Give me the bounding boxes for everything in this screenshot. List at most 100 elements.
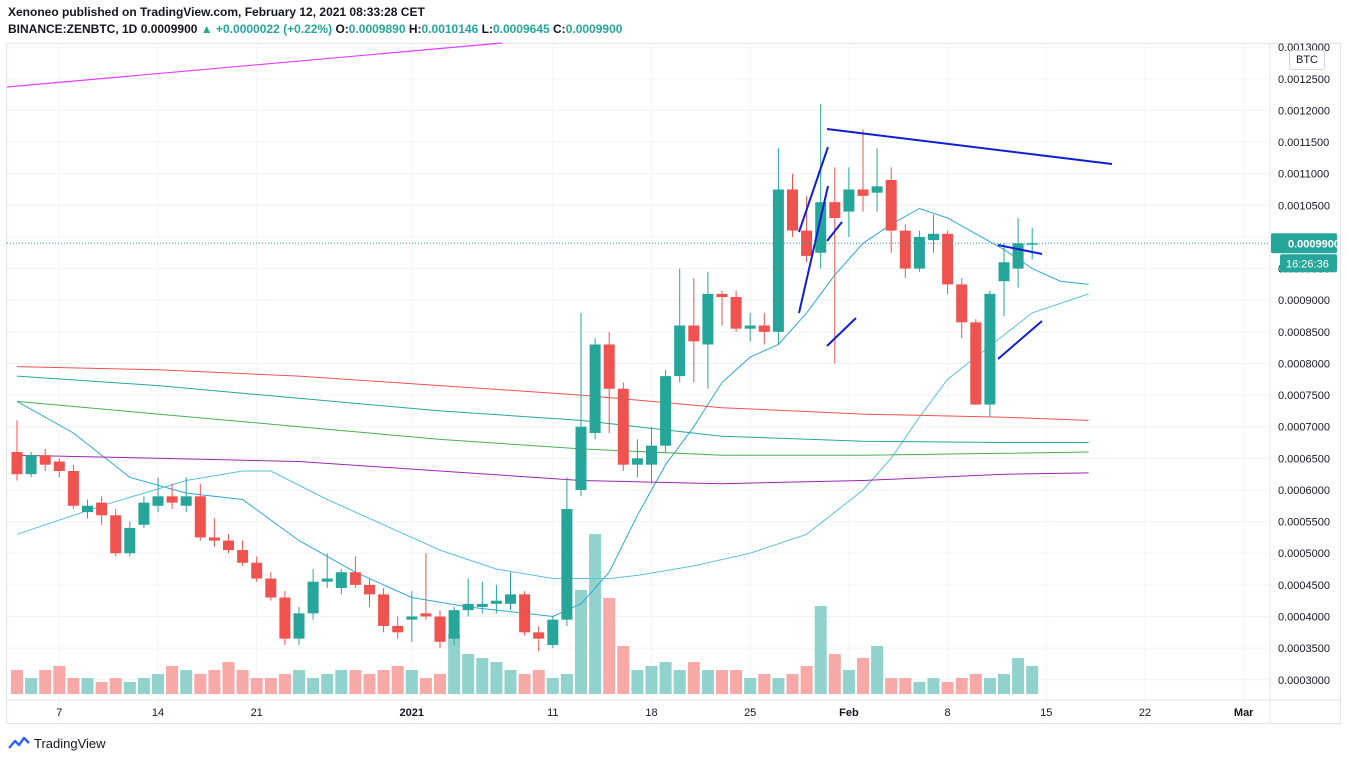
- candle-body: [871, 186, 883, 193]
- symbol-label[interactable]: BINANCE:ZENBTC, 1D: [8, 22, 138, 36]
- candle-body: [519, 594, 531, 633]
- candle-body: [899, 230, 911, 269]
- candle-body: [378, 594, 390, 626]
- candle-body: [575, 426, 587, 490]
- volume-bar: [236, 670, 249, 694]
- candle-body: [293, 613, 305, 639]
- candle-body: [533, 632, 545, 639]
- candle-body: [223, 540, 234, 551]
- volume-bar: [645, 666, 658, 694]
- arrow-up-icon: ▲: [200, 22, 213, 36]
- price-tick-label: 0.0011500: [1278, 137, 1329, 149]
- candle-body: [547, 619, 559, 645]
- candle-body: [646, 445, 657, 465]
- candle-body: [152, 496, 164, 506]
- candle-body: [942, 233, 954, 285]
- candle-body: [617, 388, 629, 465]
- volume-bar: [180, 670, 193, 694]
- volume-bar: [39, 670, 52, 694]
- change-value: +0.0000022 (+0.22%): [216, 22, 333, 36]
- time-tick-label: 25: [744, 707, 756, 719]
- volume-bar: [716, 670, 728, 694]
- volume-bar: [11, 670, 23, 694]
- tradingview-brand: TradingView: [34, 735, 106, 751]
- volume-bar: [504, 670, 517, 694]
- candle-body: [11, 452, 23, 475]
- candle-body: [970, 322, 982, 405]
- volume-bar: [293, 670, 305, 694]
- volume-bar: [264, 678, 277, 694]
- candle-body: [885, 180, 897, 231]
- volume-bar: [701, 670, 714, 694]
- open-value: 0.0009890: [348, 22, 406, 36]
- tradingview-footer[interactable]: TradingView: [8, 733, 106, 753]
- candle-body: [490, 600, 502, 604]
- volume-bar: [673, 670, 686, 694]
- candle-body: [787, 189, 798, 231]
- candle-body: [589, 344, 601, 434]
- candle-body: [39, 455, 51, 465]
- volume-bar: [828, 654, 841, 694]
- volume-bar: [307, 678, 320, 694]
- tradingview-logo-icon: [8, 736, 30, 749]
- price-tick-label: 0.0009000: [1278, 295, 1330, 307]
- volume-bar: [1012, 658, 1025, 694]
- volume-bar: [1026, 666, 1039, 694]
- candle-body: [67, 471, 79, 506]
- high-value: 0.0010146: [421, 22, 479, 36]
- price-tick-label: 0.0005000: [1278, 548, 1330, 560]
- volume-bar: [589, 534, 602, 694]
- chart-frame[interactable]: [6, 43, 1341, 724]
- volume-bar: [123, 682, 136, 694]
- volume-bar: [941, 682, 954, 694]
- candle-body: [406, 616, 418, 620]
- candle-body: [166, 496, 178, 503]
- drawing-line: [798, 185, 829, 314]
- price-tick-label: 0.0003000: [1278, 675, 1330, 687]
- candle-body: [321, 578, 333, 582]
- volume-bar: [67, 678, 80, 694]
- price-tick-label: 0.0012000: [1278, 105, 1330, 117]
- candle-body: [716, 293, 728, 298]
- ohlc-legend: BINANCE:ZENBTC, 1D 0.0009900 ▲ +0.000002…: [8, 22, 622, 36]
- currency-badge[interactable]: BTC: [1289, 50, 1325, 70]
- time-tick-label: 7: [56, 707, 62, 719]
- candle-body: [815, 202, 827, 253]
- time-tick-label: 18: [645, 707, 657, 719]
- volume-bar: [476, 658, 489, 694]
- volume-bar: [786, 674, 799, 694]
- candle-body: [194, 496, 206, 538]
- candle-body: [448, 610, 460, 639]
- volume-bar: [560, 674, 573, 694]
- volume-bar: [377, 670, 390, 694]
- volume-bar: [857, 658, 869, 694]
- candle-body: [505, 594, 516, 604]
- volume-bar: [927, 678, 940, 694]
- volume-bar: [998, 674, 1010, 694]
- moving-average-line: [16, 207, 1089, 618]
- time-tick-label: 21: [251, 707, 263, 719]
- volume-bar: [137, 678, 150, 694]
- volume-bar: [462, 654, 475, 694]
- price-tick-label: 0.0012500: [1278, 74, 1330, 86]
- volume-bar: [969, 674, 982, 694]
- volume-bar: [744, 678, 757, 694]
- trend-line-magenta: [6, 42, 503, 88]
- price-tick-label: 0.0003500: [1278, 643, 1330, 655]
- volume-bar: [208, 670, 221, 694]
- price-tick-label: 0.0005500: [1278, 517, 1330, 529]
- volume-bar: [321, 674, 334, 694]
- price-tick-label: 0.0007000: [1278, 422, 1330, 434]
- candle-body: [279, 597, 291, 639]
- volume-bar: [546, 678, 559, 694]
- drawing-line: [826, 317, 857, 347]
- candle-body: [603, 344, 615, 389]
- volume-bar: [152, 674, 164, 694]
- time-tick-label: 2021: [400, 707, 424, 719]
- volume-bar: [25, 678, 38, 694]
- moving-average-line: [16, 293, 1089, 579]
- candle-body: [180, 496, 192, 506]
- low-value: 0.0009645: [492, 22, 550, 36]
- volume-bar: [278, 674, 291, 694]
